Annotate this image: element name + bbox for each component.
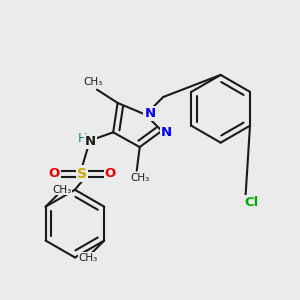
Text: H: H xyxy=(78,132,88,145)
Text: O: O xyxy=(105,167,116,180)
Text: CH₃: CH₃ xyxy=(83,77,102,87)
Text: O: O xyxy=(49,167,60,180)
Text: CH₃: CH₃ xyxy=(78,253,98,262)
Text: N: N xyxy=(160,126,172,139)
Text: CH₃: CH₃ xyxy=(130,173,149,183)
Text: CH₃: CH₃ xyxy=(52,184,71,195)
Text: N: N xyxy=(85,135,96,148)
Text: Cl: Cl xyxy=(244,196,259,209)
Text: S: S xyxy=(77,167,87,181)
Text: N: N xyxy=(144,107,156,120)
